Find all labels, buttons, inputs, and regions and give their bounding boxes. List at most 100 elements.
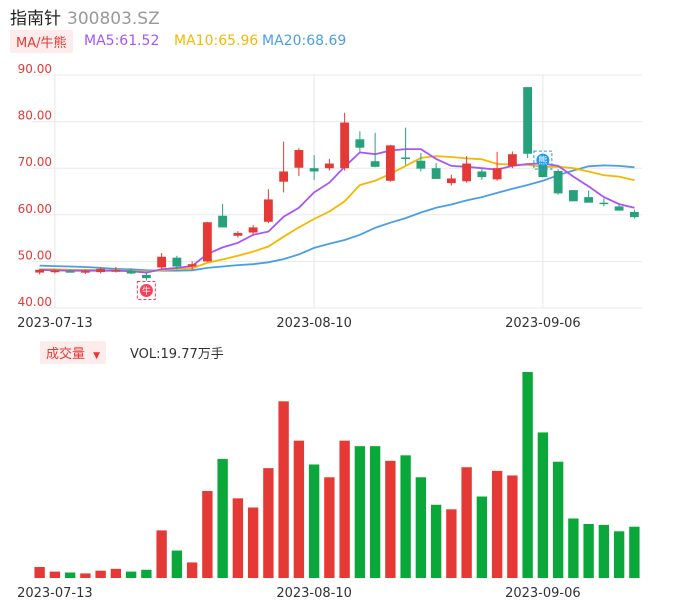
volume-bar xyxy=(186,562,198,578)
volume-tag-label: 成交量 xyxy=(46,347,86,362)
candle-body xyxy=(126,270,136,274)
price-tick-label: 40.00 xyxy=(18,295,52,309)
volume-bar xyxy=(263,468,274,578)
volume-bar xyxy=(629,526,640,578)
bear-icon-label: 熊 xyxy=(538,155,547,167)
candle-body xyxy=(187,264,197,267)
candle-body xyxy=(172,257,182,267)
volume-bar xyxy=(491,470,503,578)
candle-body xyxy=(324,163,334,169)
bull-icon-frame xyxy=(136,281,156,301)
candle-body xyxy=(446,178,456,184)
volume-time-tick-label: 2023-08-10 xyxy=(276,586,352,601)
ma-indicator-tag[interactable]: MA/牛熊 xyxy=(10,30,73,53)
candle-body xyxy=(111,270,121,272)
volume-bar xyxy=(598,524,610,578)
price-tick-label: 80.00 xyxy=(18,109,52,123)
volume-bar xyxy=(476,496,488,578)
candle-body xyxy=(462,163,472,182)
candle-body xyxy=(65,271,75,273)
candle-body xyxy=(233,232,243,236)
candle-body xyxy=(385,145,395,181)
stock-code: 300803.SZ xyxy=(67,9,160,29)
candle-body xyxy=(492,168,502,180)
stock-name: 指南针 xyxy=(10,9,61,29)
candle-body xyxy=(401,157,411,159)
candle-body xyxy=(355,139,365,148)
volume-bar xyxy=(125,571,137,578)
time-tick-label: 2023-09-06 xyxy=(505,316,581,331)
volume-bar xyxy=(171,550,183,578)
volume-bar xyxy=(339,440,350,578)
candle-body xyxy=(248,227,258,233)
candle-body xyxy=(431,168,441,179)
volume-bar xyxy=(522,372,533,578)
volume-bar xyxy=(430,504,442,578)
candle-body xyxy=(614,206,624,211)
volume-bar xyxy=(141,569,152,578)
volume-bar xyxy=(583,523,594,578)
candle-body xyxy=(553,170,563,194)
candle-body xyxy=(50,270,60,273)
ma20-legend: MA20:68.69 xyxy=(262,33,347,49)
volume-bar xyxy=(64,572,76,578)
volume-indicator-tag[interactable]: 成交量 ▼ xyxy=(40,341,107,364)
candle-body xyxy=(80,271,90,273)
volume-bar xyxy=(507,475,518,578)
volume-bar xyxy=(247,507,259,578)
volume-bar xyxy=(568,518,579,578)
volume-bar xyxy=(95,570,106,578)
candle-body xyxy=(599,202,609,205)
volume-bar xyxy=(354,446,366,578)
candle-body xyxy=(279,171,289,182)
volume-bar xyxy=(552,461,564,578)
ma5-line xyxy=(39,148,635,274)
price-tick-label: 60.00 xyxy=(18,202,52,216)
ma5-legend: MA5:61.52 xyxy=(84,33,160,49)
candle-body xyxy=(340,122,350,169)
bear-icon-frame xyxy=(533,150,553,170)
volume-value: VOL:19.77万手 xyxy=(130,347,224,362)
volume-bar xyxy=(278,401,289,578)
candle-body xyxy=(96,268,106,273)
candle-body xyxy=(141,274,151,279)
volume-bar xyxy=(324,477,335,578)
candle-body xyxy=(507,154,517,166)
ma10-legend: MA10:65.96 xyxy=(174,33,259,49)
caret-down-icon: ▼ xyxy=(93,351,101,361)
candle-body xyxy=(370,161,380,167)
candle-body xyxy=(523,87,533,154)
bear-icon xyxy=(536,153,550,167)
time-tick-label: 2023-07-13 xyxy=(17,316,93,331)
volume-bar xyxy=(110,568,122,578)
candle-body xyxy=(202,222,212,262)
volume-bar xyxy=(446,509,457,578)
volume-bar xyxy=(156,530,167,578)
price-tick-label: 50.00 xyxy=(18,248,52,262)
stock-header: 指南针 300803.SZ xyxy=(10,4,160,29)
volume-bar xyxy=(613,531,625,578)
volume-bar xyxy=(232,498,244,578)
candle-body xyxy=(294,150,304,168)
candle-body xyxy=(218,215,228,228)
bull-icon-label: 牛 xyxy=(142,285,151,297)
price-tick-label: 70.00 xyxy=(18,155,52,169)
volume-bar xyxy=(34,567,45,578)
time-tick-label: 2023-08-10 xyxy=(276,316,352,331)
candle-body xyxy=(309,168,319,172)
volume-bar xyxy=(415,477,427,578)
ma20-line xyxy=(39,164,635,272)
volume-bar xyxy=(49,571,61,578)
volume-bar xyxy=(385,460,396,578)
candle-body xyxy=(157,256,167,268)
volume-bar xyxy=(537,432,549,578)
volume-time-tick-label: 2023-09-06 xyxy=(505,586,581,601)
candle-body xyxy=(584,197,594,203)
volume-bar xyxy=(369,446,381,578)
candle-body xyxy=(35,269,45,273)
volume-time-tick-label: 2023-07-13 xyxy=(17,586,93,601)
volume-bar xyxy=(202,491,213,578)
price-tick-label: 90.00 xyxy=(18,62,52,76)
volume-bar xyxy=(80,573,91,578)
